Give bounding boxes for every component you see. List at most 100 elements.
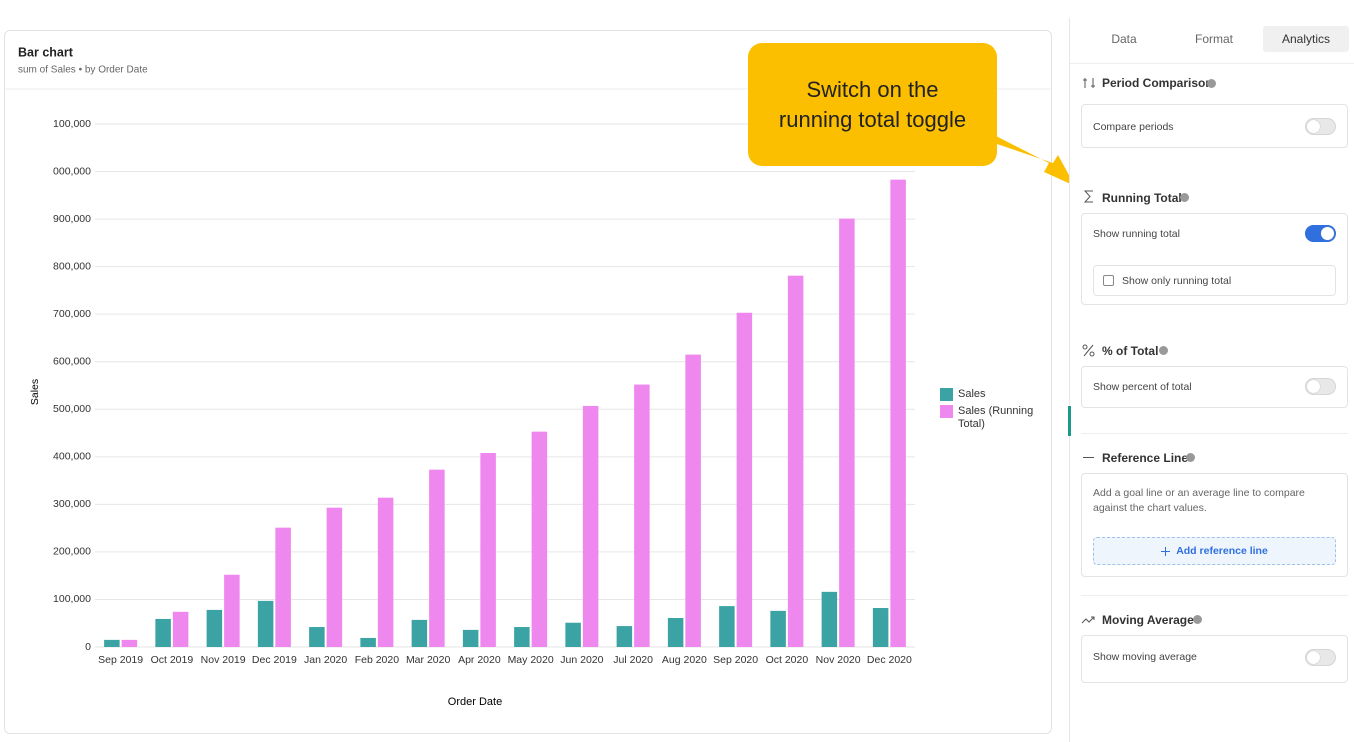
x-tick-label: Sep 2019: [98, 654, 143, 666]
bar: [309, 627, 325, 647]
x-tick-label: Jun 2020: [560, 654, 603, 666]
y-tick-label: 100,000: [53, 593, 91, 605]
bar: [872, 608, 889, 647]
bar: [155, 618, 171, 647]
icon: [1083, 190, 1093, 203]
x-tick-label: Dec 2020: [867, 654, 912, 666]
button-label: Add reference line: [1176, 545, 1268, 557]
section-title: Running Total: [1102, 191, 1182, 205]
x-tick-label: May 2020: [508, 654, 554, 666]
chart-subtitle: sum of Sales • by Order Date: [18, 65, 148, 76]
toggle[interactable]: [1305, 649, 1336, 666]
tab-active[interactable]: Analytics: [1263, 26, 1349, 52]
checkbox[interactable]: [1103, 275, 1114, 286]
y-tick-label: 800,000: [53, 260, 91, 272]
icon: [1083, 457, 1094, 458]
icon: [1081, 616, 1095, 624]
info-icon[interactable]: [1180, 193, 1189, 202]
section-box: Show running total Show only running tot…: [1081, 213, 1348, 305]
chart-card: [4, 30, 1052, 734]
bar: [514, 627, 530, 647]
bar: [206, 609, 223, 647]
bar: [667, 617, 684, 647]
bar: [360, 637, 376, 647]
x-tick-label: Jan 2020: [304, 654, 347, 666]
info-icon[interactable]: [1193, 615, 1202, 624]
bar: [565, 622, 581, 647]
bar: [839, 218, 855, 647]
legend: Sales Sales (Running Total): [940, 388, 1040, 435]
bar: [429, 469, 445, 647]
bar: [616, 626, 633, 647]
icon: [1082, 344, 1095, 357]
y-tick-label: 600,000: [53, 356, 91, 368]
bar: [411, 619, 428, 647]
section-box: Show percent of total: [1081, 366, 1348, 408]
toggle[interactable]: [1305, 118, 1336, 135]
indicator: [1068, 406, 1071, 436]
x-tick-label: Aug 2020: [662, 654, 707, 666]
bar: [377, 497, 394, 647]
info-icon[interactable]: [1186, 453, 1195, 462]
legend-item[interactable]: Sales: [940, 388, 1040, 401]
legend-item[interactable]: Sales (Running Total): [940, 405, 1040, 431]
bar: [719, 606, 735, 647]
legend-swatch: [940, 388, 953, 401]
x-tick-label: Oct 2019: [151, 654, 194, 666]
y-tick-label: 400,000: [53, 451, 91, 463]
bar: [224, 574, 240, 647]
y-axis-label: Sales: [29, 379, 41, 405]
y-tick-label: 0: [85, 641, 91, 653]
section-title: Period Comparison: [1102, 76, 1213, 90]
bar: [121, 639, 138, 647]
divider: [1081, 433, 1348, 434]
checkbox-row: Show only running total: [1093, 265, 1336, 296]
checkbox-label: Show only running total: [1122, 275, 1232, 287]
tab[interactable]: Data: [1111, 32, 1137, 46]
x-tick-label: Oct 2020: [766, 654, 809, 666]
bar: [736, 312, 753, 647]
y-tick-label: 500,000: [53, 403, 91, 415]
add-button[interactable]: Add reference line: [1093, 537, 1336, 565]
toggle[interactable]: [1305, 378, 1336, 395]
bar: [821, 591, 838, 647]
bar: [634, 384, 650, 647]
bar: [685, 354, 701, 647]
y-tick-label: 000,000: [53, 165, 91, 177]
x-tick-label: Nov 2019: [201, 654, 246, 666]
bar: [582, 405, 599, 647]
icon: [1083, 78, 1095, 88]
divider: [1081, 595, 1348, 596]
info-icon[interactable]: [1207, 79, 1216, 88]
bar: [257, 600, 274, 647]
bar: [770, 610, 786, 647]
y-tick-label: 300,000: [53, 498, 91, 510]
section-box: Show moving average: [1081, 635, 1348, 683]
y-tick-label: 100,000: [53, 118, 91, 130]
legend-label: Sales: [958, 388, 986, 400]
toggle-label: Show moving average: [1093, 651, 1197, 663]
bar: [480, 453, 496, 647]
bar: [531, 431, 548, 647]
x-tick-label: Feb 2020: [355, 654, 400, 666]
bar: [104, 639, 120, 647]
y-tick-label: 200,000: [53, 546, 91, 558]
x-tick-label: Apr 2020: [458, 654, 501, 666]
legend-label: Sales (Running Total): [958, 405, 1034, 430]
y-tick-label: 700,000: [53, 308, 91, 320]
section-box: Compare periods: [1081, 104, 1348, 148]
description: Add a goal line or an average line to co…: [1093, 487, 1305, 514]
plus-icon: [1161, 546, 1171, 556]
x-tick-label: Nov 2020: [816, 654, 861, 666]
tab[interactable]: Format: [1194, 32, 1233, 46]
callout: Switch on the running total toggle: [748, 43, 997, 166]
info-icon[interactable]: [1159, 346, 1168, 355]
toggle[interactable]: [1305, 225, 1336, 242]
divider: [1070, 63, 1354, 64]
analytics-panel: Data Format Analytics Period Comparison …: [1068, 18, 1354, 742]
bar: [326, 507, 343, 647]
x-tick-label: Mar 2020: [406, 654, 451, 666]
bar: [275, 527, 291, 647]
chart: Bar chart sum of Sales • by Order Date S…: [5, 45, 1051, 708]
